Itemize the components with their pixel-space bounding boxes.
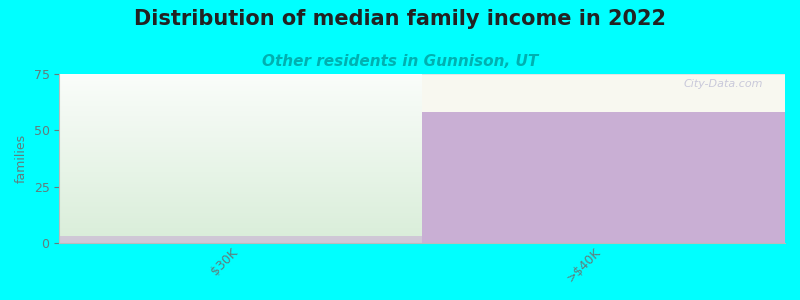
Y-axis label: families: families [15,134,28,183]
Text: City-Data.com: City-Data.com [684,79,763,89]
Text: Distribution of median family income in 2022: Distribution of median family income in … [134,9,666,29]
Text: Other residents in Gunnison, UT: Other residents in Gunnison, UT [262,54,538,69]
